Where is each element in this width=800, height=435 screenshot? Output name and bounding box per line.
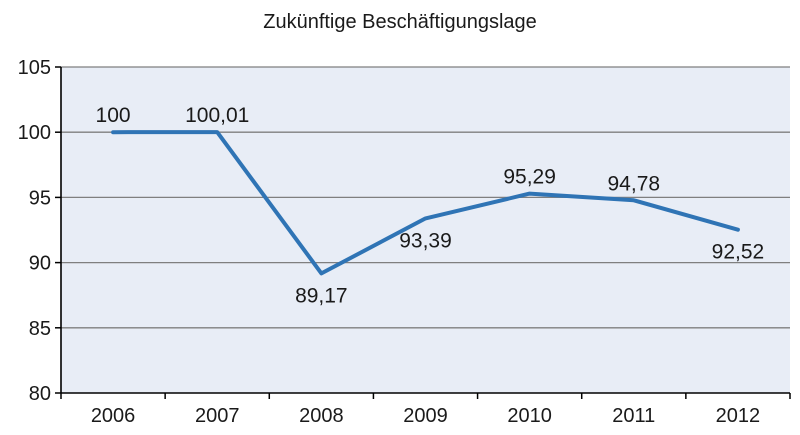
y-tick-label-90: 90: [29, 253, 51, 275]
x-tick-label-2012: 2012: [716, 405, 761, 427]
x-tick-label-2010: 2010: [507, 405, 552, 427]
data-label-2010: 95,29: [503, 166, 556, 189]
data-label-2009: 93,39: [399, 229, 452, 252]
data-labels: 100 100,01 89,17 93,39 95,29 94,78 92,52: [96, 104, 765, 307]
chart-title: Zukünftige Beschäftigungslage: [263, 11, 537, 33]
plot-area: [61, 67, 790, 393]
data-label-2012: 92,52: [712, 241, 765, 264]
axes: [55, 66, 791, 399]
x-axis-tick-labels: 2006 2007 2008 2009 2010 2011 2012: [91, 405, 760, 427]
data-label-2006: 100: [96, 104, 131, 127]
y-tick-label-100: 100: [18, 122, 51, 144]
y-axis-tick-labels: 80 85 90 95 100 105: [18, 57, 51, 405]
y-tick-label-80: 80: [29, 383, 51, 405]
data-label-2011: 94,78: [608, 172, 661, 195]
y-tick-label-95: 95: [29, 187, 51, 209]
y-tick-label-85: 85: [29, 318, 51, 340]
data-label-2008: 89,17: [295, 284, 348, 307]
x-tick-label-2006: 2006: [91, 405, 136, 427]
x-tick-label-2009: 2009: [403, 405, 448, 427]
series-line-group: [111, 130, 740, 276]
x-tick-label-2007: 2007: [195, 405, 240, 427]
x-tick-label-2011: 2011: [612, 405, 655, 427]
data-label-2007: 100,01: [185, 104, 249, 127]
x-tick-label-2008: 2008: [299, 405, 344, 427]
y-tick-label-105: 105: [18, 57, 51, 79]
